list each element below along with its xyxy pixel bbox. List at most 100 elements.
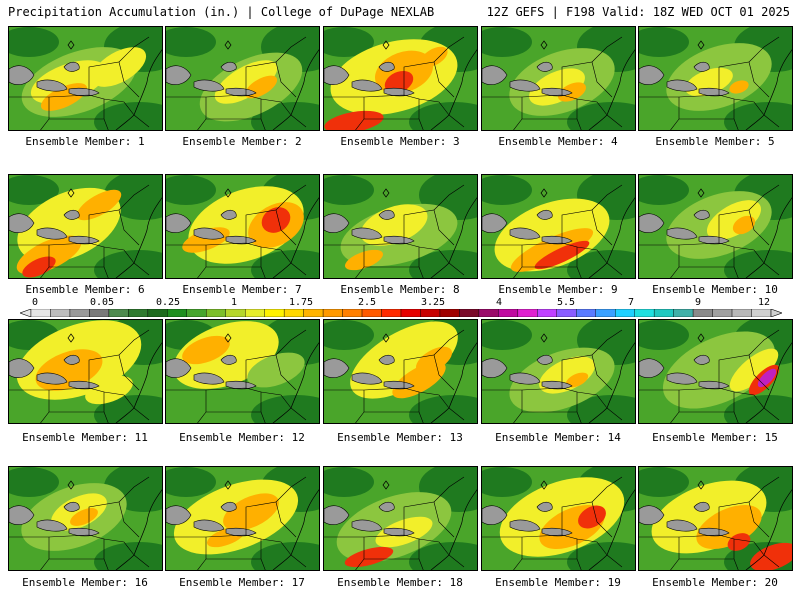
colorbar-swatch (498, 309, 519, 317)
ensemble-map-3 (323, 26, 478, 131)
ensemble-map-9 (481, 174, 636, 279)
ensemble-map-17 (165, 466, 320, 571)
colorbar-swatch (69, 309, 90, 317)
precip-map-svg (166, 467, 319, 570)
colorbar-swatch (108, 309, 129, 317)
ensemble-member-label: Ensemble Member: 7 (182, 283, 302, 296)
colorbar-swatch (322, 309, 343, 317)
run-info: 12Z GEFS | F198 Valid: 18Z WED OCT 01 20… (486, 5, 790, 19)
colorbar-swatch (400, 309, 421, 317)
ensemble-map-16 (8, 466, 163, 571)
ensemble-map-18 (323, 466, 478, 571)
ensemble-map-5 (638, 26, 793, 131)
colorbar-swatch (673, 309, 694, 317)
colorbar-tick-label: 5.5 (556, 297, 576, 308)
colorbar-swatch (751, 309, 772, 317)
colorbar-swatch (615, 309, 635, 317)
precip-map-svg (324, 175, 477, 278)
colorbar-swatch (225, 309, 246, 317)
ensemble-member-label: Ensemble Member: 1 (25, 135, 145, 148)
colorbar-swatch (50, 309, 71, 317)
page-title: Precipitation Accumulation (in.) | Colle… (8, 5, 435, 19)
ensemble-map-7 (165, 174, 320, 279)
colorbar-swatch (712, 309, 733, 317)
ensemble-map-13 (323, 319, 478, 424)
precip-map-svg (9, 175, 162, 278)
ensemble-member-label: Ensemble Member: 14 (495, 431, 621, 444)
colorbar-swatch (517, 309, 538, 317)
ensemble-member-label: Ensemble Member: 11 (22, 431, 148, 444)
colorbar-swatch (342, 309, 363, 317)
ensemble-member-label: Ensemble Member: 6 (25, 283, 145, 296)
precip-map-svg (324, 467, 477, 570)
colorbar-swatch (459, 309, 480, 317)
colorbar-swatch (206, 309, 226, 317)
colorbar-swatch (537, 309, 557, 317)
ensemble-member-label: Ensemble Member: 12 (179, 431, 305, 444)
precip-map-svg (166, 320, 319, 423)
ensemble-member-label: Ensemble Member: 2 (182, 135, 302, 148)
colorbar-swatch (381, 309, 402, 317)
colorbar-swatch (653, 309, 674, 317)
colorbar-swatch (147, 309, 168, 317)
ensemble-map-11 (8, 319, 163, 424)
colorbar-swatch (128, 309, 149, 317)
colorbar-swatch (303, 309, 324, 317)
ensemble-map-14 (481, 319, 636, 424)
ensemble-member-label: Ensemble Member: 15 (652, 431, 778, 444)
precip-map-svg (639, 175, 792, 278)
colorbar-swatch (478, 309, 499, 317)
precip-map-svg (9, 27, 162, 130)
ensemble-member-label: Ensemble Member: 20 (652, 576, 778, 589)
ensemble-map-20 (638, 466, 793, 571)
ensemble-member-label: Ensemble Member: 17 (179, 576, 305, 589)
colorbar-swatch (361, 309, 382, 317)
precip-map-svg (482, 175, 635, 278)
colorbar-swatch (731, 309, 752, 317)
ensemble-member-label: Ensemble Member: 8 (340, 283, 460, 296)
colorbar-swatch (692, 309, 713, 317)
ensemble-member-label: Ensemble Member: 9 (498, 283, 618, 296)
precip-map-svg (482, 27, 635, 130)
precip-map-svg (482, 320, 635, 423)
colorbar-swatch (595, 309, 616, 317)
colorbar-swatch (556, 309, 577, 317)
ensemble-member-label: Ensemble Member: 13 (337, 431, 463, 444)
precip-map-svg (9, 320, 162, 423)
colorbar-swatch (167, 309, 187, 317)
colorbar-tick-label: 9 (694, 297, 702, 308)
colorbar-tick-label: 7 (627, 297, 635, 308)
colorbar-swatch (264, 309, 285, 317)
colorbar-swatch (186, 309, 207, 317)
ensemble-member-label: Ensemble Member: 10 (652, 283, 778, 296)
ensemble-map-15 (638, 319, 793, 424)
colorbar-scale (20, 309, 782, 317)
ensemble-member-label: Ensemble Member: 3 (340, 135, 460, 148)
ensemble-map-10 (638, 174, 793, 279)
colorbar-tick-label: 1 (230, 297, 238, 308)
ensemble-map-4 (481, 26, 636, 131)
colorbar-tick-label: 4 (495, 297, 503, 308)
precip-map-svg (166, 27, 319, 130)
ensemble-member-label: Ensemble Member: 19 (495, 576, 621, 589)
precip-map-svg (166, 175, 319, 278)
colorbar-swatch (634, 309, 655, 317)
colorbar-swatch (576, 309, 596, 317)
precip-map-svg (639, 27, 792, 130)
precip-map-svg (639, 320, 792, 423)
colorbar-swatch (420, 309, 441, 317)
precip-map-svg (639, 467, 792, 570)
colorbar-tick-label: 1.75 (288, 297, 314, 308)
ensemble-map-2 (165, 26, 320, 131)
colorbar-tick-label: 0.25 (155, 297, 181, 308)
precip-map-svg (9, 467, 162, 570)
ensemble-map-12 (165, 319, 320, 424)
ensemble-member-label: Ensemble Member: 5 (655, 135, 775, 148)
colorbar-tick-label: 0.05 (89, 297, 115, 308)
colorbar-tick-label: 2.5 (357, 297, 377, 308)
colorbar-swatch (283, 309, 304, 317)
colorbar-swatch (245, 309, 265, 317)
ensemble-member-label: Ensemble Member: 16 (22, 576, 148, 589)
colorbar-tick-label: 0 (31, 297, 39, 308)
ensemble-member-label: Ensemble Member: 18 (337, 576, 463, 589)
